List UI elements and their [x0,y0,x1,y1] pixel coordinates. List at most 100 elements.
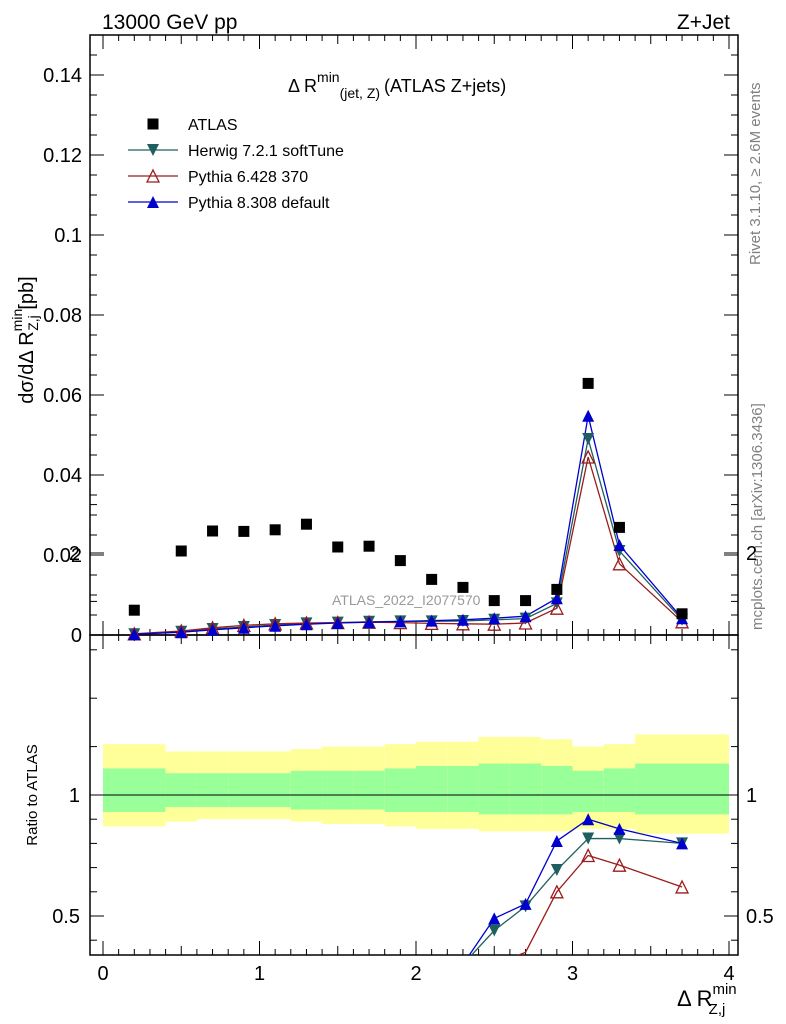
series-point [206,623,219,636]
data-point [238,525,250,537]
series-point [488,612,501,625]
data-point [457,581,469,593]
ratio-line [516,854,683,955]
ratio-point [519,897,532,910]
ratio-y-tick-label: 2 [69,543,80,565]
ratio-band-green [572,770,604,812]
y-tick-label: 0.12 [43,145,82,167]
x-tick-label: 3 [567,963,578,985]
data-point [300,518,312,530]
ratio-point [613,822,626,835]
y-tick-label: 0.08 [43,305,82,327]
series-point [175,626,188,639]
legend-label: ATLAS [188,117,238,134]
x-axis-label: Δ Rmin Z,j [677,981,737,1018]
ratio-band-green [447,765,479,812]
data-point [676,608,688,620]
ratio-uncertainty-bands [103,734,729,834]
legend-marker [147,196,159,208]
series-point [237,621,250,634]
ratio-band-green [603,768,636,812]
ratio-band-green [541,765,573,815]
legend-label: Pythia 6.428 370 [188,169,308,186]
ratio-y-tick-label: 0.5 [52,906,80,928]
x-tick-label: 0 [97,963,108,985]
y-tick-label: 0.04 [43,465,82,487]
series-point [394,615,407,628]
ratio-series-lines [468,813,690,955]
x-tick-label: 1 [254,963,265,985]
ratio-band-green [384,768,416,812]
axes: 0 1 2 3 4 0 0.02 0.04 0.06 0.08 0.1 0.12 0.14 0.5 0.5 1… [43,34,774,985]
data-point [520,595,532,607]
series-point [550,592,563,605]
ratio-y-axis-label: Ratio to ATLAS [24,744,41,845]
chart-title: Δ Rmin(jet, Z) (ATLAS Z+jets) [288,69,506,101]
data-point [128,604,140,616]
legend-marker [147,118,159,130]
series-point [425,614,438,627]
series-point [582,433,595,445]
header-left: 13000 GeV pp [102,11,237,34]
ratio-point [582,813,595,826]
series-point [331,617,344,629]
series-point [300,618,313,631]
legend: ATLAS Herwig 7.2.1 softTune Pythia 6.428 3… [128,117,344,212]
series-point [456,613,469,626]
mcplots-label: mcplots.cern.ch [arXiv:1306.3436] [749,403,766,630]
series-point [549,600,564,615]
series-point [269,619,282,632]
legend-marker [145,168,161,183]
data-point [613,521,625,533]
ratio-y-tick-label-right: 1 [746,785,757,807]
series-point [582,409,595,422]
series-point [518,615,533,630]
legend-marker [147,144,159,156]
ratio-point [676,837,689,850]
ratio-band-green [196,773,229,808]
series-point [581,449,596,464]
ratio-point [612,857,627,872]
ratio-point [674,879,690,894]
series-point [363,616,376,629]
series-point [613,539,626,551]
ratio-point [582,832,595,845]
main-series-markers [127,377,690,641]
y-tick-label: 0 [71,625,82,647]
data-point [488,595,500,607]
series-point [612,556,627,571]
data-point [175,545,187,557]
ratio-band-green [322,770,354,810]
data-point [551,583,563,595]
x-tick-label: 2 [410,963,421,985]
data-point [269,524,281,536]
ratio-band-green [635,763,729,815]
ratio-band-green [165,773,197,808]
ratio-point [488,924,501,937]
data-point [332,541,344,553]
y-tick-label: 0.06 [43,385,82,407]
ratio-band-green [509,763,542,815]
y-tick-label: 0.14 [43,65,82,87]
data-point [394,555,406,567]
ratio-point [549,884,564,899]
ratio-point [550,864,563,877]
ratio-y-tick-label-right: 0.5 [746,906,774,928]
ratio-band-green [478,763,510,815]
ratio-band-green [228,773,260,808]
legend-label: Herwig 7.2.1 softTune [188,143,344,160]
ratio-y-tick-label-right: 2 [746,543,757,565]
ratio-band-green [103,768,166,812]
analysis-watermark: ATLAS_2022_I2077570 [332,592,481,608]
ratio-point [488,912,501,925]
ratio-band-green [416,765,448,812]
ratio-point [550,834,563,847]
legend-label: Pythia 8.308 default [188,195,330,212]
ratio-band-green [353,770,385,810]
data-point [426,573,438,585]
ratio-band-green [290,770,323,810]
y-tick-label: 0.1 [54,225,82,247]
ratio-y-tick-label: 1 [69,785,80,807]
rivet-label: Rivet 3.1.10, ≥ 2.6M events [747,83,764,266]
